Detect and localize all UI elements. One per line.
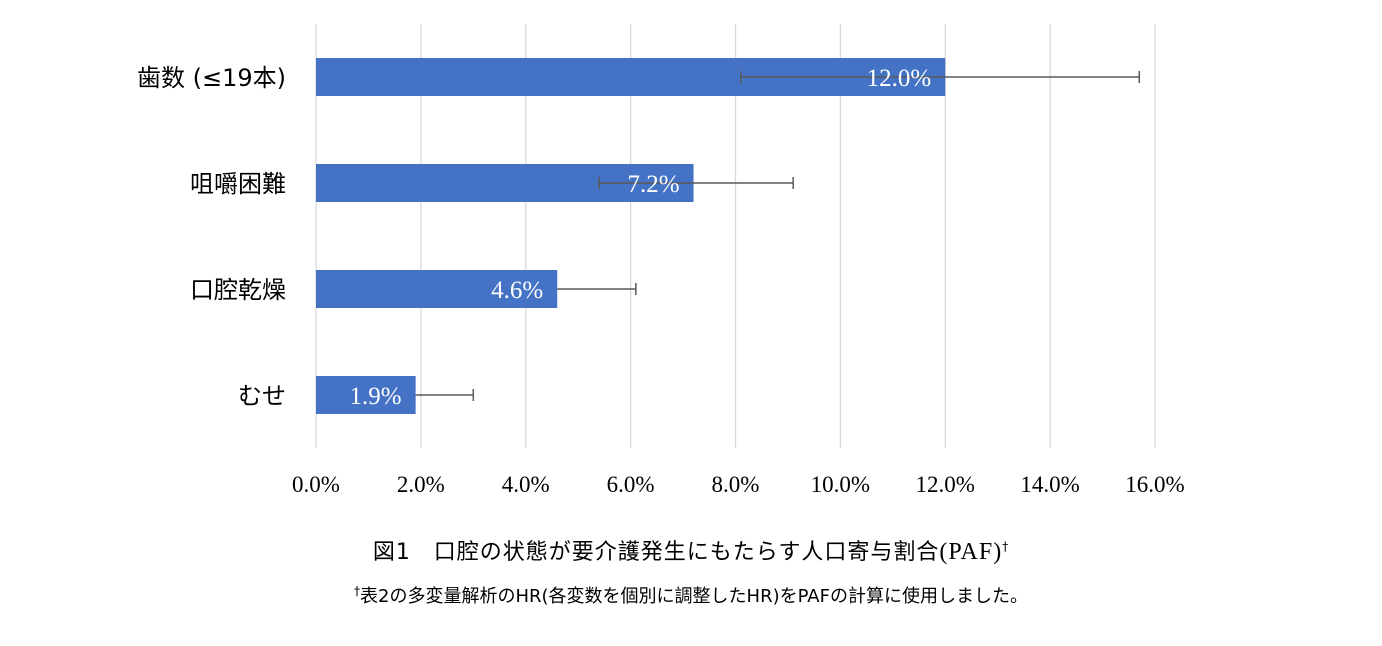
footnote-text: 表2の多変量解析のHR(各変数を個別に調整したHR)をPAFの計算に使用しました… (360, 586, 1028, 607)
paf-bar-chart: 0.0% 2.0% 4.0% 6.0% 8.0% 10.0% 12.0% 14.0% 16.0%… (137, 24, 1185, 497)
data-label: 4.6% (491, 277, 543, 304)
category-label: 咀嚼困難 (190, 170, 286, 198)
figure-caption-paf: (PAF) (939, 539, 1003, 565)
figure-caption: 図1 口腔の状態が要介護発生にもたらす人口寄与割合(PAF)† (0, 534, 1382, 566)
figure-footnote: †表2の多変量解析のHR(各変数を個別に調整したHR)をPAFの計算に使用しまし… (0, 582, 1382, 608)
category-label: むせ (238, 382, 286, 410)
category-label: 口腔乾燥 (190, 276, 286, 304)
bar (316, 270, 558, 308)
x-tick-label: 2.0% (397, 472, 445, 497)
category-label: 歯数 (≤19本) (137, 64, 286, 92)
caption-dagger: † (1002, 539, 1010, 554)
x-tick-label: 4.0% (502, 472, 550, 497)
bar (316, 376, 416, 414)
figure-caption-main: 図1 口腔の状態が要介護発生にもたらす人口寄与割合 (372, 540, 940, 565)
footnote-dagger: † (354, 584, 361, 598)
data-label: 12.0% (867, 65, 932, 92)
data-label: 7.2% (627, 171, 679, 198)
x-tick-label: 16.0% (1125, 472, 1184, 497)
x-tick-label: 14.0% (1020, 472, 1079, 497)
x-tick-label: 0.0% (292, 472, 340, 497)
x-tick-label: 12.0% (916, 472, 975, 497)
x-tick-label: 6.0% (607, 472, 655, 497)
x-tick-label: 10.0% (811, 472, 870, 497)
data-label: 1.9% (350, 383, 402, 410)
x-tick-label: 8.0% (712, 472, 760, 497)
